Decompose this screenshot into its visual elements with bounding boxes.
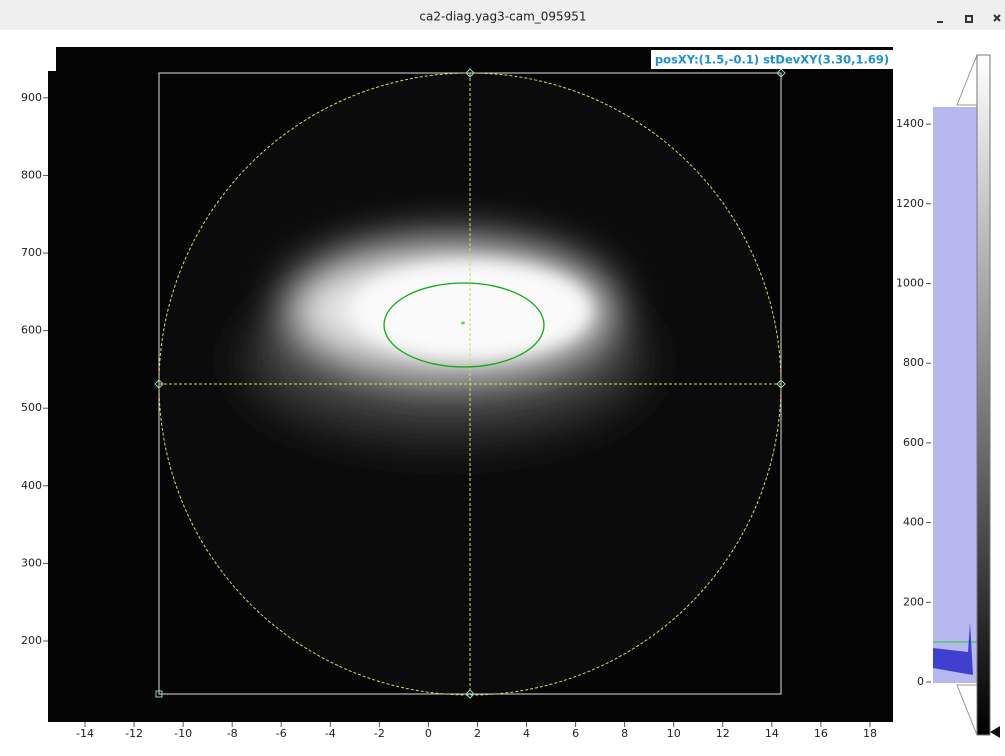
x-tick-label: -8 <box>227 727 238 740</box>
x-tick-label: -12 <box>125 727 143 740</box>
x-tick-label: 0 <box>425 727 432 740</box>
histogram-tick-label: 1200 <box>896 197 924 210</box>
y-tick-label: 800 <box>21 168 42 181</box>
x-tick-label: 16 <box>814 727 828 740</box>
x-tick-label: -10 <box>174 727 192 740</box>
histogram-tick-label: 400 <box>903 516 924 529</box>
histogram-tick-label: 600 <box>903 436 924 449</box>
histogram-tick-label: 1000 <box>896 277 924 290</box>
y-tick-label: 900 <box>21 91 42 104</box>
y-tick-label: 500 <box>21 401 42 414</box>
x-tick-label: 2 <box>474 727 481 740</box>
x-tick-label: 8 <box>621 727 628 740</box>
x-tick-label: 10 <box>667 727 681 740</box>
y-tick-label: 700 <box>21 246 42 259</box>
x-tick-label: -2 <box>374 727 385 740</box>
histogram-tick-label: 1400 <box>896 117 924 130</box>
histogram <box>933 55 1000 738</box>
x-tick-label: -14 <box>76 727 94 740</box>
svg-text:*: * <box>461 321 466 331</box>
x-tick-label: 18 <box>863 727 877 740</box>
histogram-tick-label: 0 <box>917 675 924 688</box>
x-tick-label: 4 <box>523 727 530 740</box>
histogram-tick-label: 800 <box>903 356 924 369</box>
y-tick-label: 300 <box>21 556 42 569</box>
x-tick-label: -6 <box>276 727 287 740</box>
histogram-tick-label: 200 <box>903 595 924 608</box>
y-tick-label: 200 <box>21 634 42 647</box>
x-tick-label: -4 <box>325 727 336 740</box>
y-tick-label: 400 <box>21 479 42 492</box>
app-window: ca2-diag.yag3-cam_095951 * posXY:(1.5,-0… <box>0 0 1005 752</box>
x-tick-label: 6 <box>572 727 579 740</box>
y-tick-label: 600 <box>21 324 42 337</box>
window-title: ca2-diag.yag3-cam_095951 <box>419 10 586 24</box>
x-tick-label: 14 <box>765 727 779 740</box>
x-tick-label: 12 <box>716 727 730 740</box>
stats-label: posXY:(1.5,-0.1) stDevXY(3.30,1.69) <box>655 53 889 67</box>
